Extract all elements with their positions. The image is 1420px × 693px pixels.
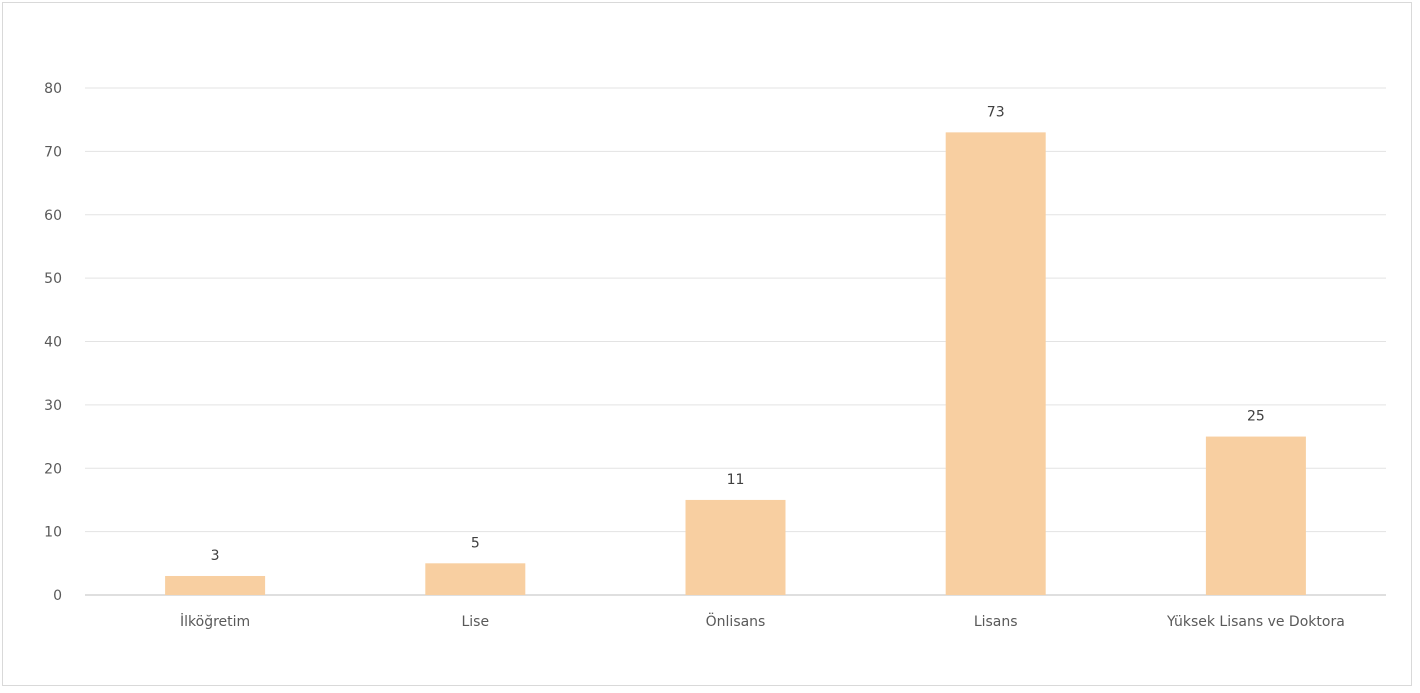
bar-data-label: 5	[471, 535, 480, 551]
gridlines	[85, 87, 1386, 596]
x-category-label: Önlisans	[706, 612, 766, 630]
y-axis-tick-labels: 0 10 20 30 40 50 60 70 80	[44, 81, 62, 604]
x-category-label: Lisans	[974, 614, 1018, 630]
bar-data-label: 73	[987, 104, 1005, 120]
x-axis-category-labels: İlköğretim Lise Önlisans Lisans Yüksek Lisan…	[180, 612, 1345, 630]
y-tick-label: 80	[44, 81, 62, 97]
bar	[685, 499, 786, 595]
bar-data-label: 11	[727, 472, 745, 488]
y-tick-label: 20	[44, 461, 62, 477]
bar	[1205, 436, 1306, 595]
bar	[945, 132, 1046, 596]
y-tick-label: 70	[44, 144, 62, 160]
x-category-label: Lise	[461, 614, 489, 630]
x-category-label: İlköğretim	[180, 612, 250, 630]
y-tick-label: 0	[53, 588, 62, 604]
y-tick-label: 10	[44, 525, 62, 541]
bar	[425, 563, 526, 595]
y-tick-label: 30	[44, 398, 62, 414]
bar-data-label: 3	[211, 548, 220, 564]
y-tick-label: 60	[44, 208, 62, 224]
data-labels: 3 5 11 73 25	[211, 104, 1265, 564]
y-tick-label: 50	[44, 271, 62, 287]
bar	[165, 575, 266, 595]
y-tick-label: 40	[44, 335, 62, 351]
x-category-label: Yüksek Lisans ve Doktora	[1166, 614, 1345, 630]
bars	[165, 132, 1306, 596]
bar-data-label: 25	[1247, 409, 1265, 425]
